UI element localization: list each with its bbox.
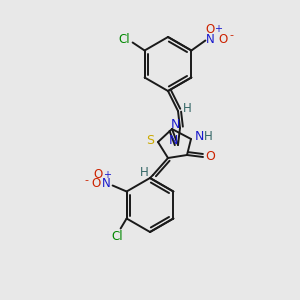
Text: -: - <box>230 31 233 40</box>
Text: H: H <box>140 166 148 178</box>
Text: +: + <box>103 169 111 179</box>
Text: Cl: Cl <box>112 230 123 243</box>
Text: N: N <box>168 134 178 148</box>
Text: O: O <box>219 33 228 46</box>
Text: O: O <box>93 168 102 181</box>
Text: O: O <box>91 177 100 190</box>
Text: H: H <box>204 130 212 143</box>
Text: H: H <box>183 103 191 116</box>
Text: -: - <box>85 176 88 185</box>
Text: Cl: Cl <box>119 33 130 46</box>
Text: O: O <box>206 23 215 36</box>
Text: N: N <box>194 130 204 143</box>
Text: +: + <box>214 25 222 34</box>
Text: N: N <box>102 177 111 190</box>
Text: N: N <box>170 118 180 130</box>
Text: S: S <box>146 134 154 148</box>
Text: N: N <box>206 33 215 46</box>
Text: O: O <box>205 151 215 164</box>
